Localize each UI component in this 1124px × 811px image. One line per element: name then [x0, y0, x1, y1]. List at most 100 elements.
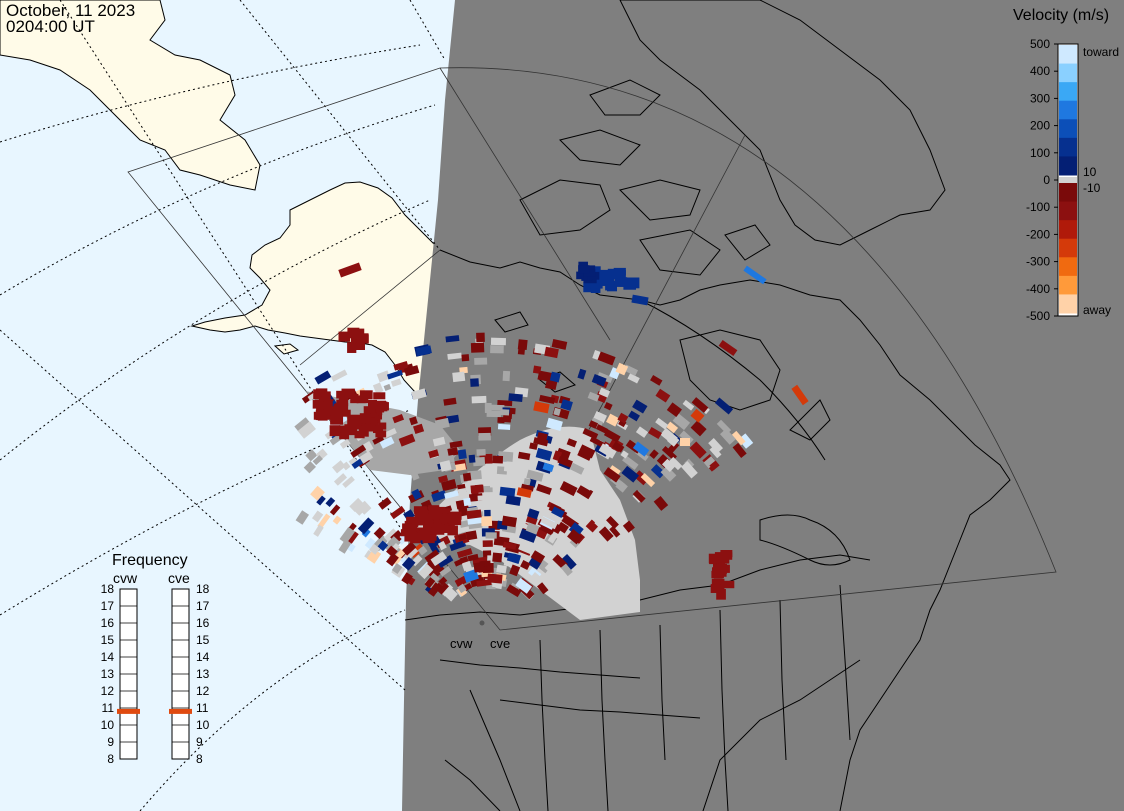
velocity-cell: [503, 416, 512, 423]
velocity-cell: [650, 374, 663, 386]
velocity-cell: [316, 495, 326, 506]
frequency-tick-label: 8: [107, 752, 114, 766]
velocity-cell: [497, 416, 505, 424]
frequency-tick-label: 11: [102, 701, 115, 715]
site-label-cvw: cvw: [450, 636, 473, 651]
velocity-cell: [462, 472, 472, 482]
velocity-cell: [631, 294, 649, 306]
legend-tick-label: -500: [1026, 309, 1050, 323]
velocity-cell: [378, 497, 392, 510]
velocity-cell: [361, 528, 371, 538]
velocity-cell: [350, 444, 367, 458]
velocity-cell: [470, 342, 485, 353]
velocity-cell: [472, 456, 486, 467]
velocity-cell: [598, 387, 611, 398]
velocity-cell: [545, 378, 558, 391]
velocity-cell: [373, 527, 386, 540]
velocity-cell: [316, 408, 329, 418]
velocity-cell: [516, 487, 532, 499]
velocity-cell: [649, 449, 659, 460]
velocity-cell: [612, 441, 625, 453]
velocity-cell: [661, 458, 676, 473]
velocity-cell: [392, 413, 405, 424]
legend-zero-swatch: [1059, 177, 1077, 183]
velocity-cell: [719, 428, 736, 445]
velocity-cell: [350, 418, 363, 427]
velocity-cell: [391, 563, 403, 575]
velocity-cell: [440, 583, 454, 597]
velocity-cell: [317, 513, 331, 529]
velocity-cell: [467, 470, 482, 481]
velocity-cell: [489, 480, 503, 488]
velocity-cell: [506, 552, 522, 564]
velocity-cell: [690, 420, 707, 437]
velocity-cell: [660, 465, 677, 482]
frequency-tick-label: 15: [196, 633, 210, 647]
velocity-cell: [710, 584, 722, 593]
velocity-cell: [442, 525, 452, 533]
velocity-cell: [404, 365, 420, 377]
velocity-cell: [492, 455, 504, 464]
legend-toward-swatch: [1059, 82, 1077, 102]
frequency-marker: [117, 708, 140, 714]
velocity-cell: [591, 374, 607, 387]
velocity-cell: [530, 550, 546, 564]
velocity-cell: [449, 540, 465, 552]
velocity-cell: [347, 531, 359, 544]
frequency-tick-label: 18: [196, 582, 210, 596]
velocity-cell: [446, 414, 460, 424]
velocity-cell: [490, 404, 505, 411]
velocity-cell: [720, 580, 735, 589]
velocity-cell: [468, 454, 476, 463]
velocity-cell: [452, 463, 467, 472]
velocity-cell: [419, 530, 431, 541]
velocity-cell: [337, 409, 351, 417]
velocity-cell: [441, 519, 455, 528]
velocity-cell: [605, 283, 617, 291]
velocity-cell: [457, 487, 467, 495]
velocity-cell: [535, 447, 553, 461]
velocity-cell: [564, 505, 580, 518]
velocity-cell: [445, 335, 460, 343]
velocity-cell: [501, 515, 518, 528]
velocity-cell: [588, 420, 599, 429]
velocity-cell: [338, 331, 351, 342]
velocity-cell: [424, 519, 433, 528]
velocity-cell: [527, 508, 540, 520]
frequency-tick-label: 18: [101, 582, 115, 596]
velocity-cell: [430, 551, 448, 567]
legend-tick-label: 100: [1030, 146, 1050, 160]
site-dot-cvw: [479, 620, 485, 626]
velocity-cell: [427, 582, 442, 597]
velocity-cell: [482, 540, 493, 547]
velocity-cell: [716, 564, 730, 573]
arctic-islands: [494, 79, 771, 393]
velocity-cell: [428, 509, 443, 518]
velocity-cell: [407, 523, 417, 533]
velocity-cell: [341, 388, 355, 399]
velocity-cell: [333, 473, 348, 486]
velocity-cell: [481, 485, 493, 493]
velocity-cell: [665, 421, 679, 434]
velocity-cell: [648, 426, 662, 440]
velocity-cell: [544, 561, 561, 577]
velocity-cell: [332, 460, 346, 474]
velocity-cell: [499, 486, 516, 497]
velocity-cell: [585, 519, 599, 533]
velocity-cell: [423, 522, 433, 532]
velocity-cell: [339, 438, 351, 449]
velocity-cell: [484, 509, 491, 518]
velocity-cell: [368, 399, 378, 410]
frequency-marker: [169, 708, 192, 714]
velocity-cell: [357, 517, 375, 535]
velocity-cell: [490, 337, 506, 346]
velocity-cell: [409, 416, 418, 426]
velocity-cell: [452, 371, 466, 383]
frequency-tick-label: 12: [101, 684, 115, 698]
legend-away-swatch: [1059, 257, 1077, 277]
velocity-cell: [606, 515, 619, 529]
frequency-tick-label: 12: [196, 684, 210, 698]
velocity-cell: [505, 495, 522, 506]
velocity-cell: [556, 521, 569, 534]
velocity-cell: [714, 397, 734, 415]
